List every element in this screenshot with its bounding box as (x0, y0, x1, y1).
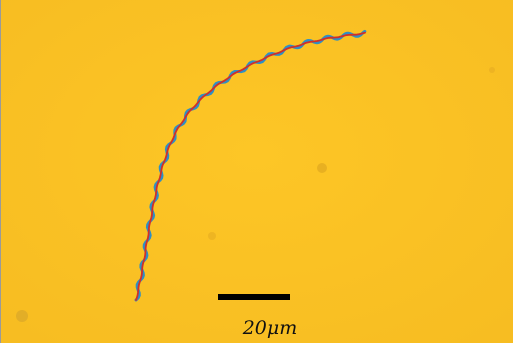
filament (134, 29, 367, 302)
speck (317, 163, 327, 173)
scale-bar-label: 20μm (242, 317, 298, 339)
speck (16, 310, 28, 322)
filament-centerline (135, 31, 366, 301)
scale-bar (218, 294, 290, 300)
speck (208, 232, 216, 240)
speck (489, 67, 495, 73)
